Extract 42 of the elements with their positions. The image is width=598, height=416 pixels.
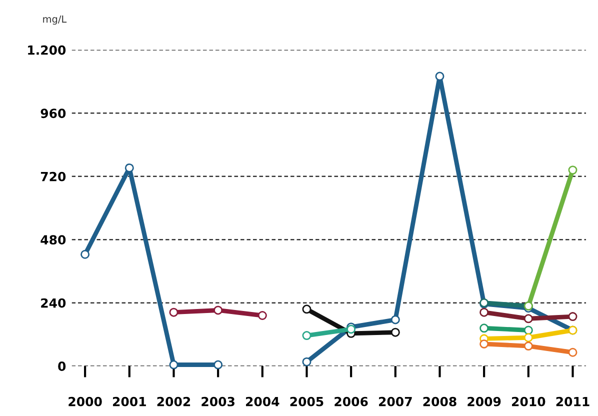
x-tick-label: 2001 (112, 396, 146, 406)
point (258, 310, 267, 320)
point (302, 357, 312, 366)
y-tick-label: 1.200 (28, 45, 66, 55)
point (480, 324, 489, 333)
point (524, 342, 533, 351)
point (435, 72, 444, 81)
point (524, 314, 533, 324)
point (390, 315, 400, 324)
x-tick-label: 2000 (68, 396, 102, 406)
point (568, 348, 578, 357)
point (214, 306, 223, 315)
point (524, 333, 533, 342)
point (124, 163, 134, 172)
y-tick-label: 240 (41, 298, 66, 308)
x-tick-label: 2008 (423, 396, 456, 406)
point (480, 339, 489, 348)
point (214, 360, 223, 370)
point (480, 308, 489, 317)
y-tick-label: 0 (58, 362, 66, 372)
x-tick-label: 2011 (556, 396, 590, 406)
point (302, 304, 312, 314)
y-tick-label: 720 (40, 172, 66, 182)
point (80, 250, 90, 259)
x-tick-label: 2004 (246, 396, 280, 406)
x-tick-label: 2002 (157, 396, 190, 406)
point (390, 328, 400, 337)
point (568, 312, 578, 322)
x-tick-label: 2005 (290, 396, 324, 406)
x-tick-label: 2007 (378, 396, 412, 406)
x-tick-label: 2010 (512, 396, 546, 406)
point (524, 326, 533, 335)
point (169, 360, 178, 370)
y-tick-label: 480 (40, 235, 66, 245)
x-tick-label: 2003 (202, 396, 234, 406)
point (169, 308, 178, 317)
y-axis-title: mg/L (43, 16, 67, 25)
point (568, 166, 578, 175)
point (302, 331, 312, 340)
x-tick-label: 2009 (468, 396, 501, 406)
x-tick-label: 2006 (334, 396, 368, 406)
y-tick-label: 960 (40, 108, 66, 118)
